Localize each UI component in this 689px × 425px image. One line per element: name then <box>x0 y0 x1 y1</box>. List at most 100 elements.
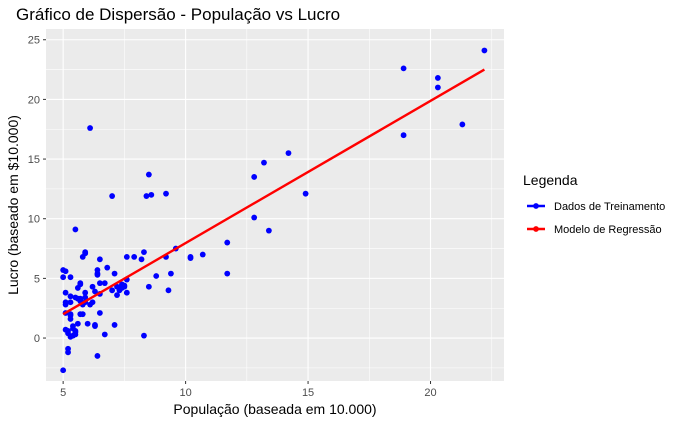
x-tick-label: 15 <box>302 387 314 399</box>
data-point <box>434 75 441 81</box>
data-point <box>87 301 93 308</box>
data-point <box>62 299 69 306</box>
y-axis-title: Lucro (baseado em $10.000) <box>5 115 21 295</box>
regression-line <box>62 68 486 316</box>
regression-layer <box>62 68 486 316</box>
data-point <box>92 288 98 295</box>
legend-entry-label: Modelo de Regressão <box>554 224 662 236</box>
data-point <box>251 174 258 180</box>
data-point <box>96 256 103 263</box>
y-tick-label: 25 <box>28 35 40 47</box>
data-point <box>101 280 108 287</box>
data-point <box>165 287 172 294</box>
data-point <box>141 332 147 339</box>
legend: Legenda Dados de Treinamento Modelo de Re… <box>523 172 665 236</box>
legend-key-point <box>533 203 539 209</box>
data-point <box>145 283 152 290</box>
data-point <box>96 280 103 287</box>
data-point <box>84 320 91 327</box>
data-point <box>96 310 103 316</box>
data-point <box>77 281 84 288</box>
data-point <box>67 274 74 281</box>
data-point <box>60 367 67 374</box>
y-tick-label: 15 <box>28 154 40 166</box>
y-tick-label: 20 <box>28 94 40 106</box>
y-tick-label: 5 <box>34 273 40 285</box>
data-point <box>82 294 89 301</box>
data-point <box>148 191 155 198</box>
data-point <box>67 293 74 300</box>
data-point <box>104 264 111 271</box>
data-point <box>143 193 150 199</box>
data-point <box>67 299 74 306</box>
data-point <box>459 121 466 128</box>
data-point <box>111 270 118 277</box>
data-point <box>145 171 152 178</box>
data-point <box>111 322 118 328</box>
legend-title: Legenda <box>523 172 578 188</box>
data-point <box>94 353 101 359</box>
data-point <box>82 289 89 296</box>
data-point <box>101 331 108 338</box>
data-point <box>138 256 145 263</box>
legend-entry-label: Dados de Treinamento <box>554 201 665 213</box>
data-point <box>153 273 160 279</box>
x-tick-label: 5 <box>60 387 66 399</box>
data-point <box>163 190 169 197</box>
data-point <box>187 254 194 260</box>
chart-title: Gráfico de Dispersão - População vs Lucr… <box>16 5 340 24</box>
data-point <box>72 294 79 301</box>
data-point <box>123 289 130 296</box>
data-point <box>131 254 138 260</box>
data-point <box>109 287 116 294</box>
data-point <box>123 254 130 260</box>
data-point <box>94 270 101 277</box>
data-point <box>74 320 81 327</box>
data-point <box>60 267 67 273</box>
data-point <box>400 65 407 72</box>
data-point <box>285 150 292 156</box>
data-point <box>67 316 74 322</box>
data-point <box>65 327 71 334</box>
data-point <box>302 190 309 197</box>
data-point <box>62 289 69 296</box>
x-tick-label: 10 <box>179 387 191 399</box>
data-point <box>251 214 258 221</box>
y-axis-ticks: 0 5 10 15 20 25 <box>28 35 46 345</box>
data-point <box>224 239 231 246</box>
plot-panel <box>46 29 504 381</box>
y-tick-label: 10 <box>28 214 40 226</box>
y-tick-label: 0 <box>34 333 40 345</box>
data-point <box>141 249 147 256</box>
data-point <box>224 270 231 277</box>
data-point <box>89 283 96 290</box>
data-point <box>65 349 71 356</box>
legend-keys: Dados de Treinamento Modelo de Regressão <box>527 201 665 236</box>
legend-key-point <box>533 226 539 232</box>
data-point <box>60 274 67 281</box>
data-point <box>67 311 74 318</box>
data-point <box>109 193 116 199</box>
data-point <box>265 227 272 234</box>
x-tick-label: 20 <box>424 387 436 399</box>
x-axis-title: População (baseada em 10.000) <box>173 401 376 417</box>
data-point <box>400 132 407 139</box>
data-point <box>116 287 123 294</box>
data-point <box>168 270 174 277</box>
data-point <box>70 332 76 339</box>
data-point <box>72 226 79 233</box>
data-point <box>114 292 120 298</box>
data-point <box>70 325 76 332</box>
data-point <box>79 311 86 318</box>
data-points <box>60 47 488 374</box>
x-axis-ticks: 5 10 15 20 <box>60 381 437 399</box>
data-point <box>82 249 89 256</box>
data-point <box>434 84 441 91</box>
data-point <box>92 322 98 328</box>
data-point <box>481 47 488 54</box>
data-point <box>199 251 206 258</box>
data-point <box>119 281 125 288</box>
data-point <box>87 125 93 131</box>
grid-lines <box>46 29 504 381</box>
